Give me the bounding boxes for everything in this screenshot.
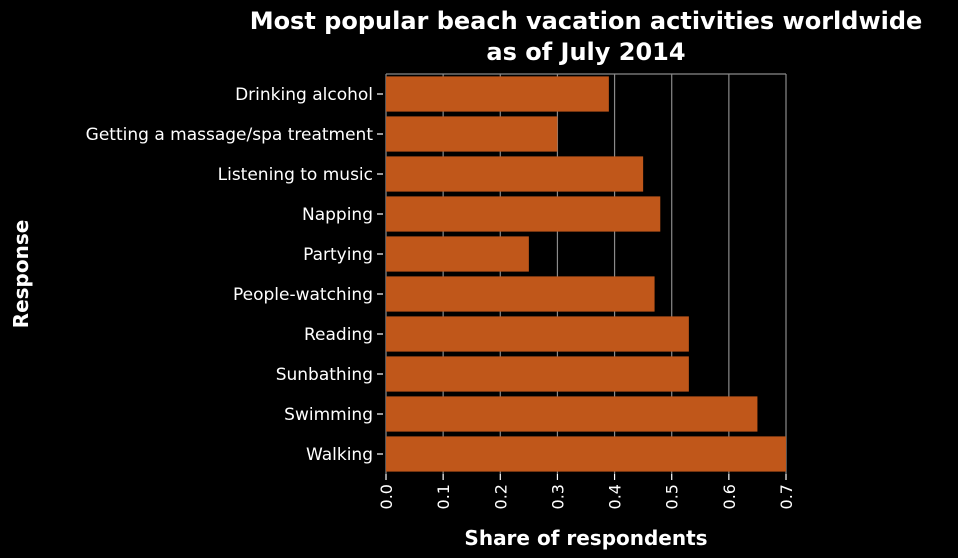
category-label: Getting a massage/spa treatment [86,125,374,145]
x-tick-label: 0.7 [777,484,796,509]
category-label: People-watching [233,285,373,305]
x-ticks: 0.0 0.1 0.2 0.3 0.4 0.5 0.6 0.7 [377,474,796,509]
x-tick-label: 0.0 [377,484,396,509]
bar [386,156,644,192]
bar [386,196,661,232]
x-tick-label: 0.2 [491,484,510,509]
x-tick-label: 0.4 [606,484,625,509]
x-tick-label: 0.3 [548,484,567,509]
category-label: Listening to music [218,165,373,185]
chart-title-line-2: as of July 2014 [486,38,685,66]
bar [386,76,609,112]
category-label: Partying [303,245,373,265]
x-tick-label: 0.6 [720,484,739,509]
bars [386,76,786,472]
bar [386,356,689,392]
bar [386,436,786,472]
bar [386,116,558,152]
category-label: Reading [304,325,373,345]
category-label: Swimming [284,405,373,425]
y-axis-title: Response [9,220,33,329]
category-label: Napping [302,205,373,225]
category-label: Sunbathing [276,365,373,385]
chart-title-line-1: Most popular beach vacation activities w… [250,7,923,35]
bar [386,276,655,312]
x-axis-title: Share of respondents [464,526,707,550]
x-tick-label: 0.1 [434,484,453,509]
bar [386,236,529,272]
category-labels: Drinking alcohol Getting a massage/spa tr… [86,85,383,465]
bar [386,316,689,352]
category-label: Drinking alcohol [235,85,373,105]
bar [386,396,758,432]
category-label: Walking [306,445,373,465]
x-tick-label: 0.5 [663,484,682,509]
